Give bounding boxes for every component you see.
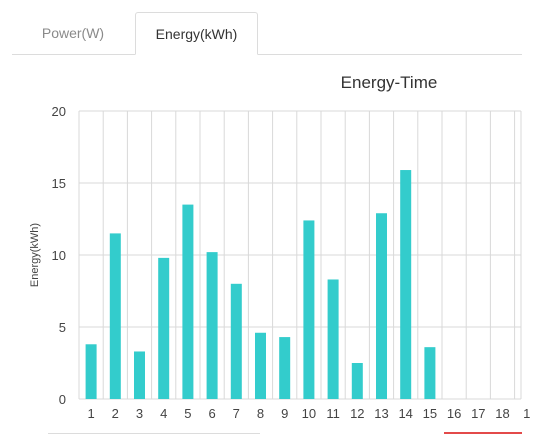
bar xyxy=(255,332,266,399)
x-tick-label: 7 xyxy=(233,406,240,421)
x-tick-label: 8 xyxy=(257,406,264,421)
bar xyxy=(134,351,145,399)
bar xyxy=(85,344,97,399)
bar xyxy=(376,213,387,399)
bar xyxy=(351,363,363,399)
chart-tabs: Power(W) Energy(kWh) xyxy=(12,12,522,55)
bar xyxy=(230,283,242,399)
y-tick-label: 10 xyxy=(52,248,66,263)
x-tick-label: 15 xyxy=(423,406,437,421)
bar xyxy=(279,337,291,399)
bar xyxy=(424,347,436,399)
y-axis-label: Energy(kWh) xyxy=(29,223,41,287)
x-tick-label: 18 xyxy=(495,406,509,421)
x-tick-label: 12 xyxy=(350,406,364,421)
bar xyxy=(400,170,412,399)
x-tick-label: 2 xyxy=(112,406,119,421)
chart-title: Energy-Time xyxy=(341,73,438,92)
x-tick-label: 11 xyxy=(326,406,340,421)
x-tick-label: 1 xyxy=(523,406,530,421)
y-tick-label: 5 xyxy=(59,320,66,335)
y-tick-label: 15 xyxy=(52,176,66,191)
x-tick-label: 3 xyxy=(136,406,143,421)
x-tick-label: 9 xyxy=(281,406,288,421)
x-tick-label: 16 xyxy=(447,406,461,421)
tab-power[interactable]: Power(W) xyxy=(41,25,105,41)
x-tick-label: 4 xyxy=(160,406,167,421)
bar xyxy=(182,204,194,399)
x-tick-label: 17 xyxy=(471,406,485,421)
tab-energy[interactable]: Energy(kWh) xyxy=(135,12,258,55)
bar xyxy=(158,257,170,399)
x-tick-label: 10 xyxy=(302,406,316,421)
range-indicator xyxy=(444,432,522,434)
bar xyxy=(206,252,218,399)
y-tick-label: 20 xyxy=(52,104,66,119)
x-tick-label: 1 xyxy=(87,406,94,421)
bar xyxy=(327,279,339,399)
bar xyxy=(303,220,315,399)
x-tick-label: 6 xyxy=(208,406,215,421)
bar xyxy=(109,233,121,399)
x-tick-label: 5 xyxy=(184,406,191,421)
x-tick-label: 14 xyxy=(398,406,412,421)
scrollbar-track xyxy=(48,433,260,434)
y-tick-label: 0 xyxy=(59,392,66,407)
x-tick-label: 13 xyxy=(374,406,388,421)
